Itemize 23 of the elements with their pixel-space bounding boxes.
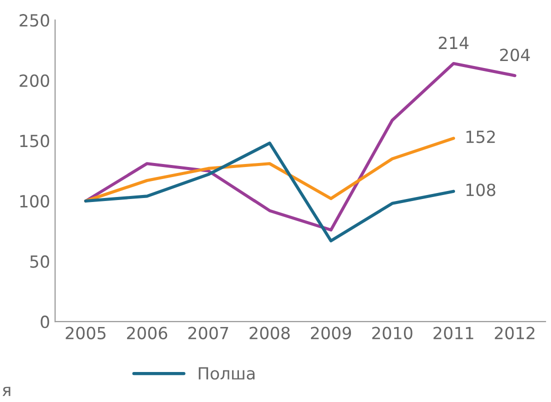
line-series [84,142,456,242]
text: я [2,386,10,396]
line-series [84,62,516,232]
x-tick-label: 2011 [434,326,474,340]
x-tick-label: 2006 [127,326,168,340]
data-label: 108 [466,184,496,196]
line-series [84,136,456,203]
legend-label: Полша [198,367,255,380]
data-label: 204 [500,48,530,62]
data-label: 214 [438,36,469,49]
data-label: 152 [466,130,495,144]
x-tick-label: 2009 [310,326,351,340]
x-tick-label: 2005 [66,326,106,340]
y-tick-label: 100 [20,194,50,208]
y-tick-label: 50 [30,255,50,268]
x-tick-label: 2012 [494,326,534,340]
x-tick-label: 2008 [250,326,290,340]
x-tick-label: 2010 [372,326,412,340]
x-tick-label: 2007 [188,326,228,340]
y-tick-label: 150 [20,134,50,148]
y-tick-label: 0 [40,316,50,328]
y-tick-label: 250 [20,14,50,27]
y-tick-label: 200 [20,74,50,87]
